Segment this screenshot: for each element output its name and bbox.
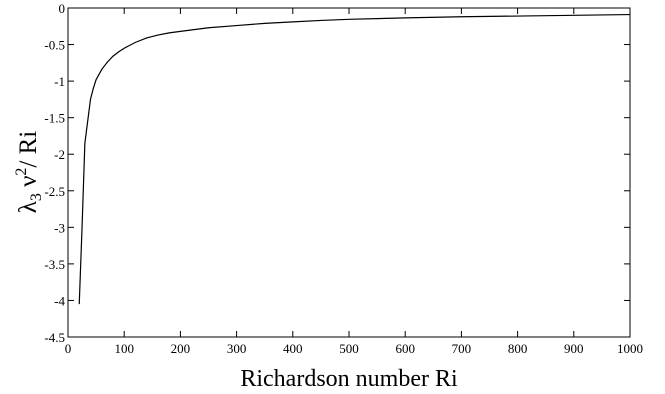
x-tick-label: 700 — [452, 341, 472, 356]
x-tick-label: 600 — [395, 341, 415, 356]
y-tick-label: -1.5 — [44, 111, 65, 126]
y-tick-label: 0 — [59, 1, 66, 16]
y-axis-title-sub: 3 — [28, 193, 45, 201]
x-tick-label: 900 — [564, 341, 584, 356]
plot-frame — [67, 7, 631, 338]
axis-ticks — [67, 7, 631, 338]
y-tick-label: -4 — [54, 293, 65, 308]
y-tick-label: -3 — [54, 220, 65, 235]
y-axis-title-tail: / Ri — [15, 131, 42, 168]
y-axis-title: λ3 ν2/ Ri — [13, 131, 45, 214]
y-tick-label: -3.5 — [44, 257, 65, 272]
x-tick-label: 100 — [114, 341, 134, 356]
x-tick-label: 800 — [508, 341, 528, 356]
y-tick-label: -0.5 — [44, 38, 65, 53]
y-axis-title-main: λ — [15, 201, 42, 213]
y-axis-title-mid: ν — [15, 176, 42, 194]
y-tick-label: -2 — [54, 147, 65, 162]
x-tick-label: 300 — [227, 341, 247, 356]
x-axis-title: Richardson number Ri — [240, 366, 458, 392]
y-tick-labels: 0 -0.5 -1 -1.5 -2 -2.5 -3 -3.5 -4 -4.5 — [44, 1, 65, 345]
x-tick-label: 400 — [283, 341, 303, 356]
y-tick-label: -1 — [54, 74, 65, 89]
x-tick-label: 200 — [171, 341, 191, 356]
y-tick-label: -4.5 — [44, 330, 65, 345]
y-tick-label: -2.5 — [44, 184, 65, 199]
series-line — [78, 13, 631, 305]
x-tick-label: 0 — [65, 341, 72, 356]
x-tick-labels: 0 100 200 300 400 500 600 700 800 900 1000 — [65, 341, 643, 356]
x-tick-label: 1000 — [617, 341, 643, 356]
x-tick-label: 500 — [339, 341, 359, 356]
y-axis-title-sup: 2 — [13, 168, 30, 176]
